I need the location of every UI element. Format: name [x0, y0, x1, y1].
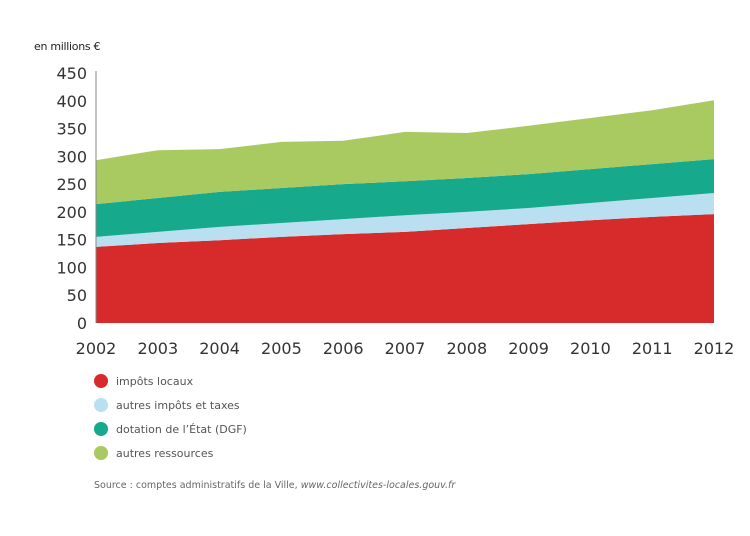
x-tick-label: 2007 — [385, 339, 426, 358]
y-tick-label: 50 — [67, 286, 87, 305]
legend-label: dotation de l’État (DGF) — [116, 422, 247, 436]
legend-item: dotation de l’État (DGF) — [94, 417, 247, 441]
legend: impôts locaux autres impôts et taxes dot… — [94, 369, 247, 465]
y-axis-unit-label: en millions € — [34, 40, 101, 53]
area-series-group — [96, 100, 714, 323]
y-tick-label: 150 — [56, 231, 87, 250]
y-tick-label: 450 — [56, 64, 87, 83]
legend-label: autres ressources — [116, 446, 214, 460]
y-tick-labels: 0 50 100 150 200 250 300 350 400 450 — [56, 64, 87, 333]
x-tick-labels: 2002 2003 2004 2005 2006 2007 2008 2009 2010 2011… — [76, 339, 735, 358]
x-tick-label: 2005 — [261, 339, 302, 358]
x-tick-label: 2002 — [76, 339, 117, 358]
legend-item: autres impôts et taxes — [94, 393, 247, 417]
area-autres-imp-ts-et-taxes — [96, 193, 714, 247]
legend-item: autres ressources — [94, 441, 247, 465]
legend-swatch-autres-ressources — [94, 446, 108, 460]
x-tick-label: 2012 — [694, 339, 735, 358]
x-tick-label: 2009 — [508, 339, 549, 358]
x-tick-label: 2003 — [137, 339, 178, 358]
x-tick-label: 2011 — [632, 339, 673, 358]
y-tick-label: 100 — [56, 258, 87, 277]
area-autres-ressources — [96, 100, 714, 205]
y-tick-label: 300 — [56, 147, 87, 166]
x-tick-label: 2010 — [570, 339, 611, 358]
source-text: Source : comptes administratifs de la Vi… — [94, 480, 301, 491]
legend-item: impôts locaux — [94, 369, 247, 393]
legend-label: autres impôts et taxes — [116, 398, 240, 412]
x-tick-label: 2006 — [323, 339, 364, 358]
legend-swatch-impots-locaux — [94, 374, 108, 388]
y-tick-label: 250 — [56, 175, 87, 194]
y-tick-label: 0 — [77, 314, 87, 333]
legend-swatch-dotation-etat — [94, 422, 108, 436]
area-imp-ts-locaux — [96, 214, 714, 323]
y-tick-label: 400 — [56, 92, 87, 111]
x-tick-label: 2008 — [446, 339, 487, 358]
legend-swatch-autres-impots — [94, 398, 108, 412]
source-link[interactable]: www.collectivites-locales.gouv.fr — [300, 480, 456, 491]
legend-label: impôts locaux — [116, 374, 194, 388]
area-dotation-de-l-tat-dgf — [96, 159, 714, 237]
x-tick-label: 2004 — [199, 339, 240, 358]
source-note: Source : comptes administratifs de la Vi… — [94, 480, 455, 491]
y-tick-label: 350 — [56, 120, 87, 139]
y-tick-label: 200 — [56, 203, 87, 222]
